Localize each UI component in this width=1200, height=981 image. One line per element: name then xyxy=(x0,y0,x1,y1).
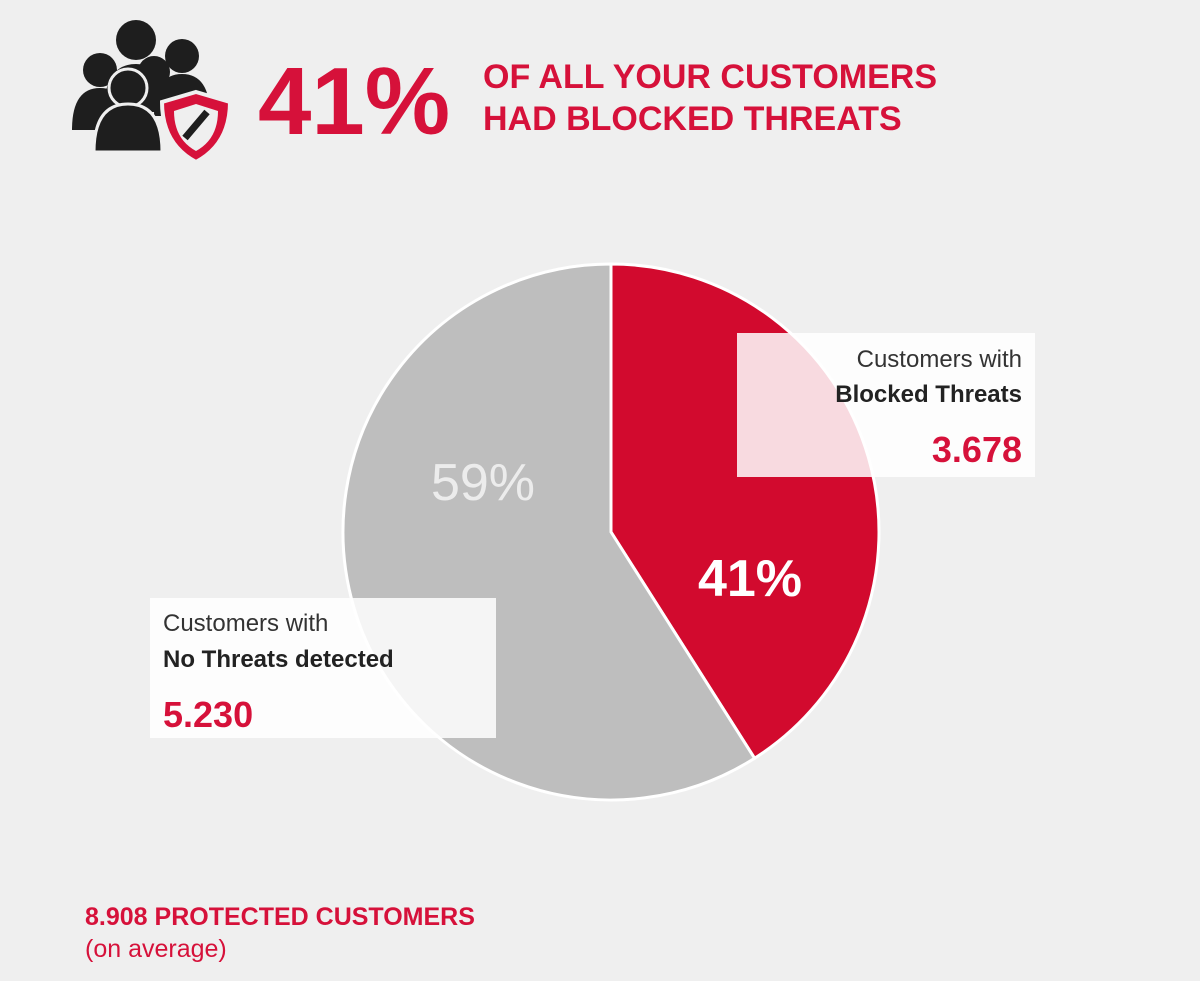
footer-note: (on average) xyxy=(85,935,227,963)
callout-box xyxy=(737,333,1035,477)
callout-count: 3.678 xyxy=(932,429,1022,470)
callout-prefix: Customers with xyxy=(857,346,1022,373)
slice-label: 41% xyxy=(698,550,802,608)
callout-category: No Threats detected xyxy=(163,646,394,673)
headline-value: 41% xyxy=(258,48,450,155)
headline-line: OF ALL YOUR CUSTOMERS xyxy=(483,58,937,96)
footer-total: 8.908 xyxy=(85,903,148,931)
footer-line: 8.908 PROTECTED CUSTOMERS xyxy=(85,903,475,931)
footer-text: PROTECTED CUSTOMERS xyxy=(155,903,475,931)
labels: 41% 59% xyxy=(431,454,802,608)
headline-line: HAD BLOCKED THREATS xyxy=(483,100,902,138)
callout-category: Blocked Threats xyxy=(835,381,1022,408)
shield-icon xyxy=(159,89,233,165)
callout-prefix: Customers with xyxy=(163,610,328,637)
callout-count: 5.230 xyxy=(163,694,253,735)
callout-box xyxy=(150,598,496,738)
slice-label: 59% xyxy=(431,454,535,512)
